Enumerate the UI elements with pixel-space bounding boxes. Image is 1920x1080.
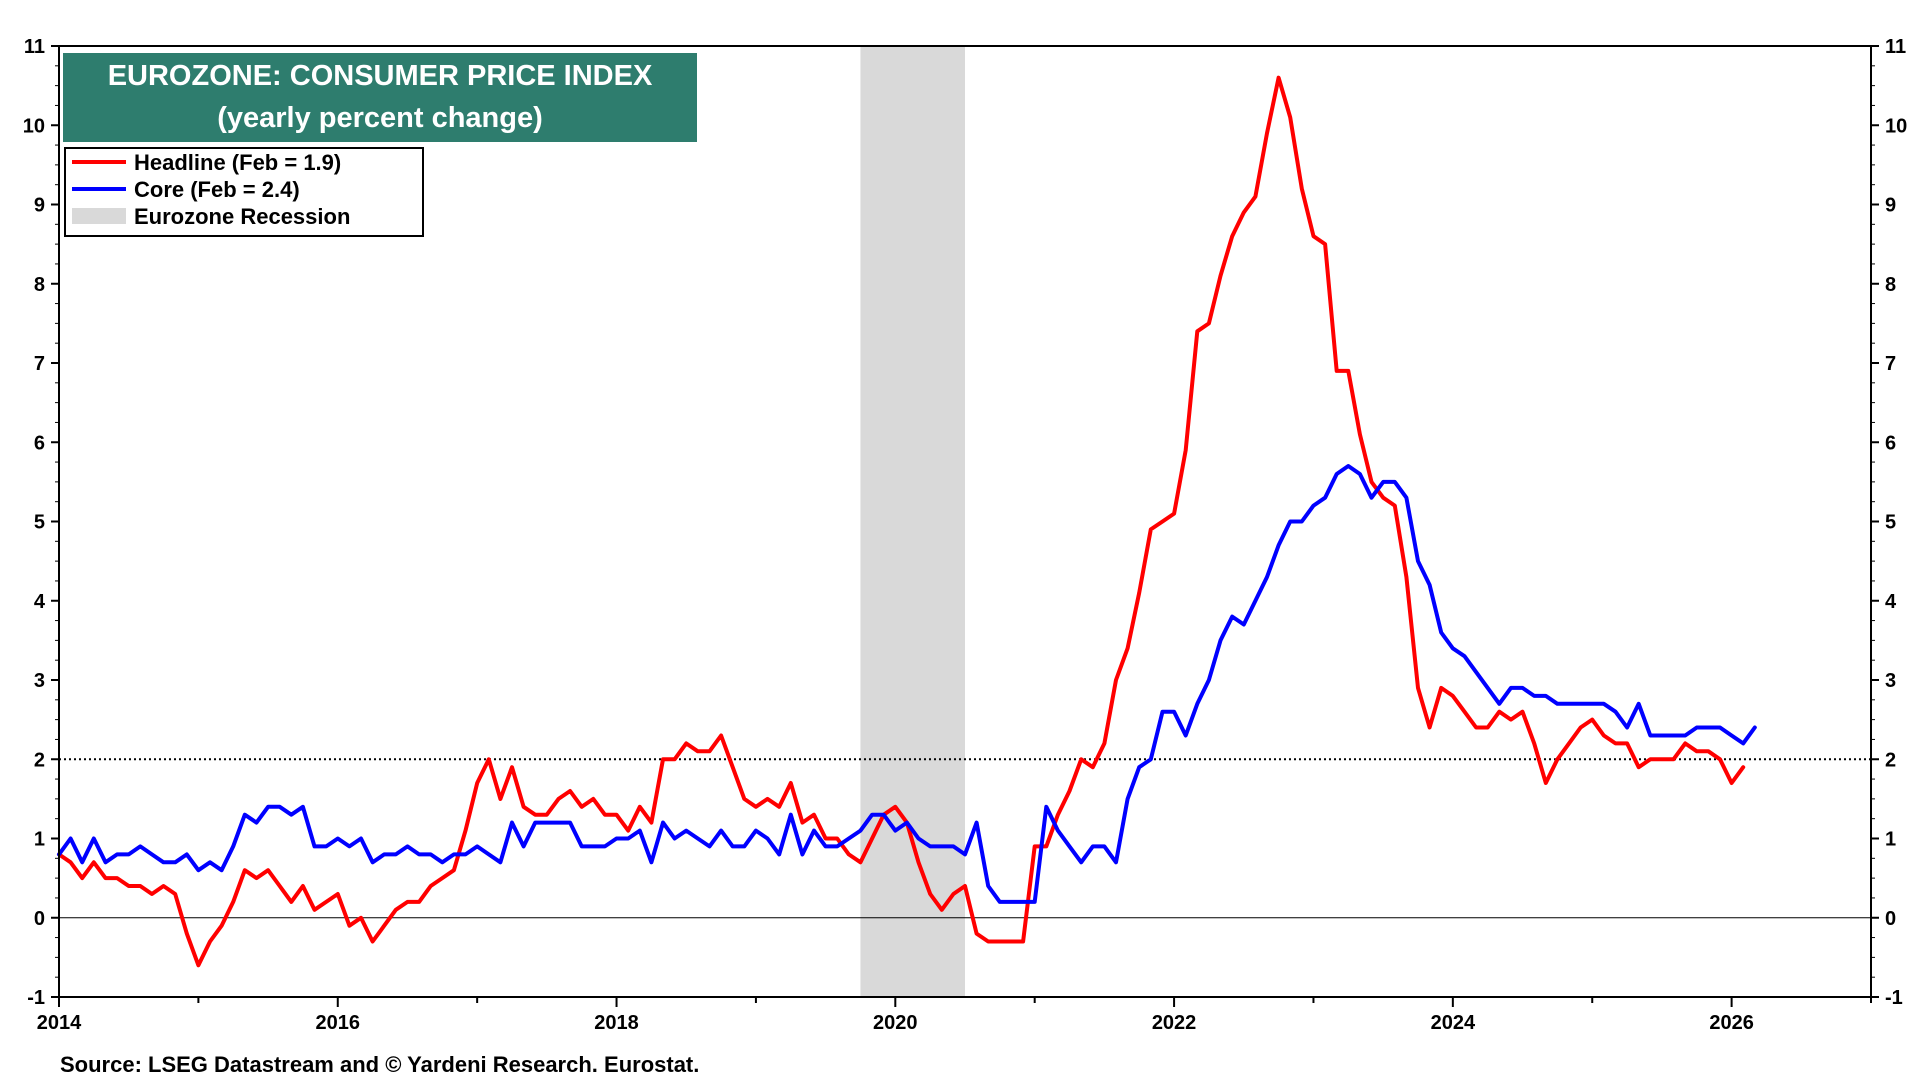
x-tick-label: 2026	[1709, 1012, 1754, 1034]
y-tick-label-left: 1	[34, 829, 45, 851]
y-tick-label-right: 9	[1885, 195, 1896, 217]
y-tick-label-right: 4	[1885, 591, 1897, 613]
y-tick-label-left: 3	[34, 670, 45, 692]
x-tick-label: 2018	[594, 1012, 639, 1034]
source-note: Source: LSEG Datastream and © Yardeni Re…	[60, 1052, 699, 1077]
y-tick-label-right: 2	[1885, 749, 1896, 771]
y-tick-label-left: 2	[34, 749, 45, 771]
y-tick-label-left: 7	[34, 353, 45, 375]
y-tick-label-right: 11	[1885, 36, 1906, 58]
y-tick-label-left: 4	[34, 591, 46, 613]
title-box	[63, 53, 697, 142]
x-tick-label: 2024	[1431, 1012, 1476, 1034]
y-tick-label-right: -1	[1885, 987, 1903, 1009]
x-tick-label: 2020	[873, 1012, 918, 1034]
legend-label-recession: Eurozone Recession	[134, 204, 350, 229]
chart-title: EUROZONE: CONSUMER PRICE INDEX	[108, 60, 653, 92]
y-tick-label-right: 6	[1885, 432, 1896, 454]
legend-swatch-recession	[72, 208, 126, 224]
x-tick-label: 2016	[316, 1012, 361, 1034]
legend-label-core: Core (Feb = 2.4)	[134, 177, 300, 202]
legend: Headline (Feb = 1.9) Core (Feb = 2.4) Eu…	[64, 147, 424, 237]
y-tick-label-left: 0	[34, 908, 45, 930]
y-tick-label-left: 11	[24, 36, 45, 58]
y-tick-label-right: 1	[1885, 829, 1896, 851]
headline-cpi-line	[57, 75, 1746, 968]
y-tick-label-left: 10	[23, 115, 45, 137]
y-tick-label-left: 6	[34, 432, 45, 454]
chart-subtitle: (yearly percent change)	[217, 102, 543, 134]
y-tick-label-right: 10	[1885, 115, 1907, 137]
y-tick-label-right: 0	[1885, 908, 1896, 930]
y-tick-label-left: 8	[34, 274, 45, 296]
y-tick-label-left: 5	[34, 512, 45, 534]
core-cpi-line	[57, 464, 1757, 904]
x-tick-label: 2022	[1152, 1012, 1197, 1034]
y-tick-label-right: 5	[1885, 512, 1896, 534]
x-tick-label: 2014	[37, 1012, 82, 1034]
y-tick-label-left: 9	[34, 195, 45, 217]
y-tick-label-left: -1	[27, 987, 45, 1009]
y-tick-label-right: 3	[1885, 670, 1896, 692]
y-tick-label-right: 7	[1885, 353, 1896, 375]
recession-band	[860, 46, 965, 997]
legend-label-headline: Headline (Feb = 1.9)	[134, 150, 341, 175]
y-tick-label-right: 8	[1885, 274, 1896, 296]
